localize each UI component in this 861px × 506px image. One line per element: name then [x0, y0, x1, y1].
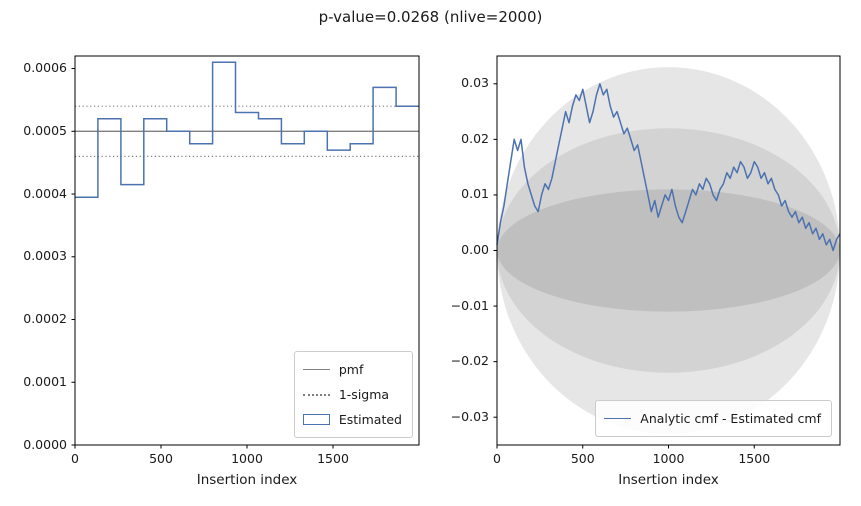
legend-entry-cmf-diff: Analytic cmf - Estimated cmf: [604, 406, 821, 431]
y-tick-label: 0.01: [461, 186, 489, 202]
y-tick-label: 0.0006: [23, 60, 67, 76]
y-tick-label: 0.0002: [23, 311, 67, 327]
x-tick-label: 1500: [317, 451, 349, 466]
y-tick-label: −0.01: [450, 297, 489, 313]
axes-spines: [496, 55, 841, 446]
y-tick-label: 0.03: [461, 75, 489, 91]
legend-entry-estimated: Estimated: [302, 407, 402, 432]
left-xlabel: Insertion index: [196, 472, 298, 488]
figure-title: p-value=0.0268 (nlive=2000): [318, 8, 543, 26]
y-tick-label: 0.0001: [23, 373, 67, 389]
cmf-diff-line-sample-icon: [604, 418, 632, 419]
legend-label: Estimated: [338, 412, 402, 427]
left-legend: pmf 1-sigma Estimated: [293, 351, 413, 438]
y-tick-label: 0.0000: [23, 436, 67, 452]
y-tick-label: −0.03: [450, 408, 489, 424]
x-tick-label: 1500: [738, 451, 771, 466]
y-tick-label: 0.00: [461, 242, 489, 257]
right-plot-svg: [493, 55, 841, 449]
y-tick-label: 0.0003: [23, 248, 67, 264]
sigma-line-sample-icon: [302, 393, 330, 396]
right-xlabel: Insertion index: [618, 472, 719, 488]
x-tick-label: 0: [71, 451, 79, 466]
1-sigma-band: [497, 189, 840, 312]
x-tick-label: 500: [149, 451, 173, 466]
axes-spines: [74, 55, 420, 446]
y-tick-label: 0.0004: [23, 185, 67, 201]
left-plot-svg: [71, 55, 420, 449]
left-subplot: Insertion index pmf 1-sigma Estimated 0 5…: [23, 55, 420, 488]
x-tick-label: 1000: [652, 451, 685, 466]
legend-label: pmf: [338, 362, 364, 377]
right-legend: Analytic cmf - Estimated cmf: [595, 400, 832, 437]
x-tick-label: 1000: [231, 451, 263, 466]
y-tick-label: 0.02: [461, 130, 489, 146]
legend-label: Analytic cmf - Estimated cmf: [640, 411, 821, 426]
legend-entry-pmf: pmf: [302, 357, 402, 382]
estimated-rect-sample-icon: [302, 414, 330, 425]
cmf-difference-line: [496, 83, 841, 252]
legend-entry-1-sigma: 1-sigma: [302, 382, 402, 407]
right-subplot: Insertion index Analytic cmf - Estimated…: [451, 55, 841, 488]
x-tick-label: 500: [570, 451, 595, 466]
legend-label: 1-sigma: [338, 387, 390, 402]
y-tick-label: 0.0005: [23, 122, 67, 138]
estimated-step-line: [75, 61, 419, 198]
x-tick-label: 0: [493, 451, 501, 466]
pmf-line-sample-icon: [302, 369, 330, 370]
y-tick-label: −0.02: [450, 353, 489, 369]
